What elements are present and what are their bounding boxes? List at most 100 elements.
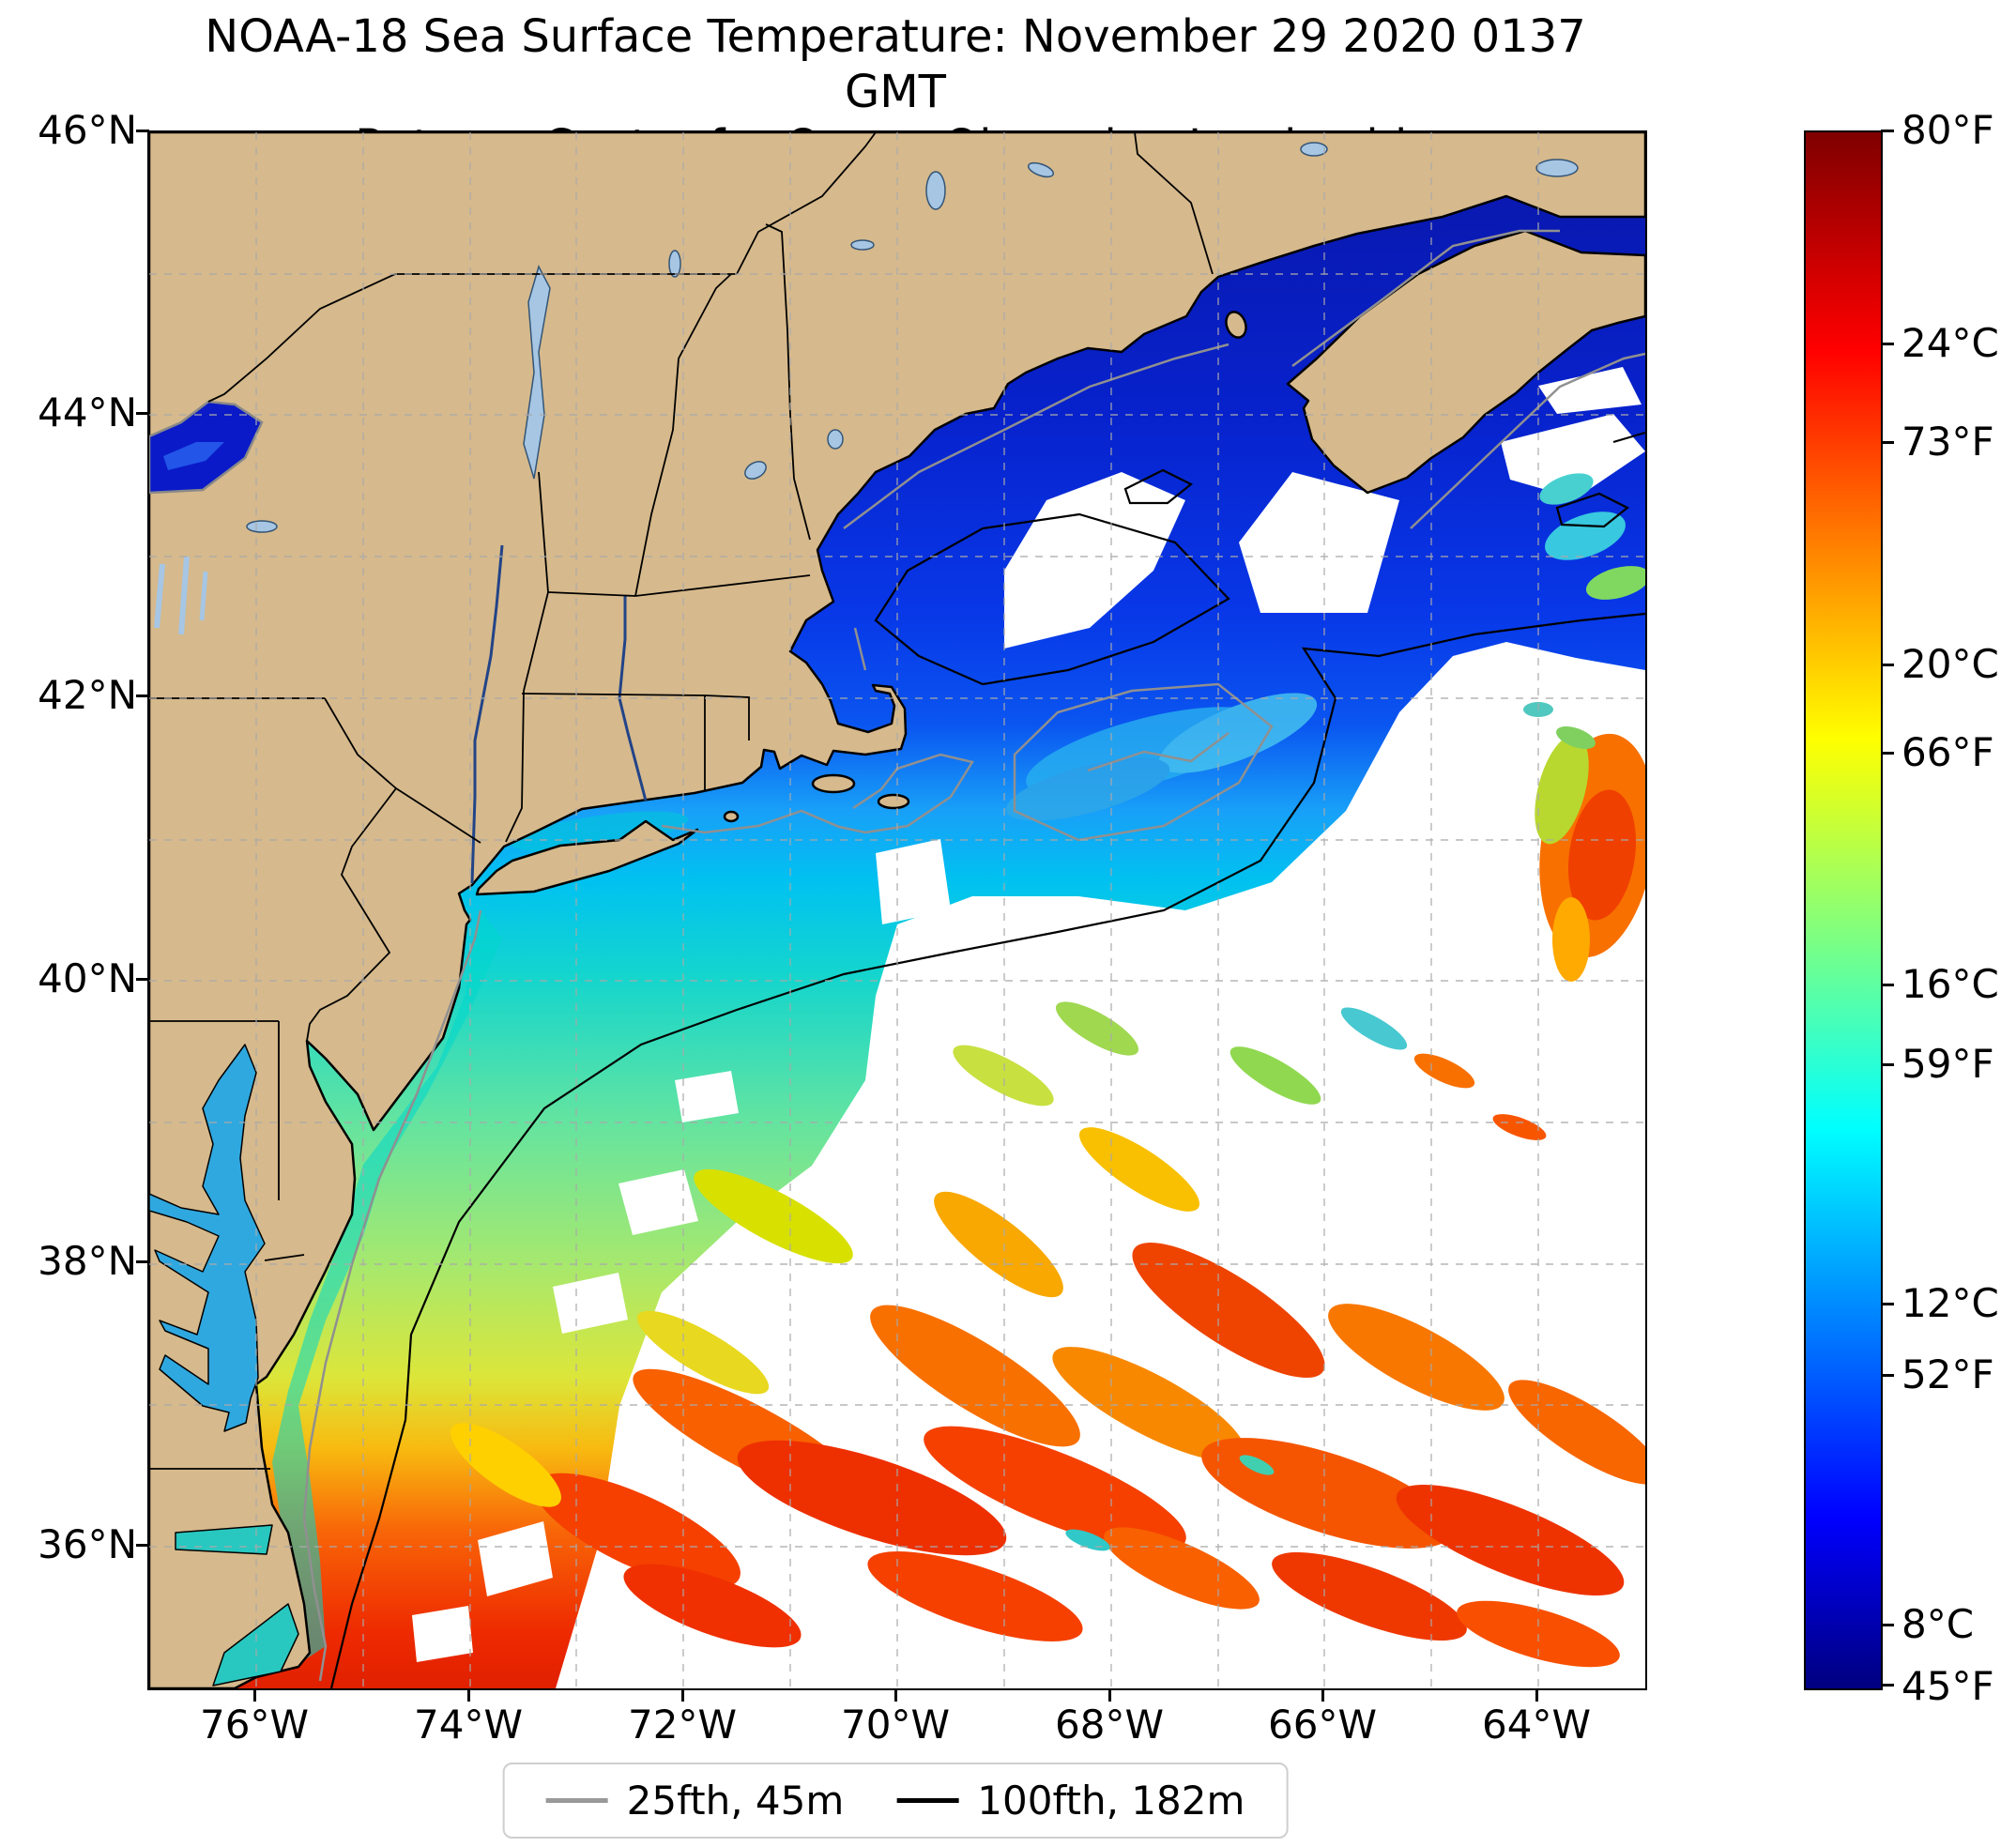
- rangeley-lakes: [850, 239, 875, 251]
- border-maine-nb: [1134, 132, 1214, 275]
- colorbar-tick-label: 80°F: [1901, 107, 1994, 153]
- legend-item-182m: 100fth, 182m: [896, 1778, 1245, 1824]
- colorbar-tick-mark: [1881, 664, 1894, 666]
- corner-lake: [1535, 159, 1579, 177]
- colorbar-tick-mark: [1881, 1063, 1894, 1066]
- lon-tick-label: 72°W: [628, 1702, 737, 1748]
- colorbar-tick-mark: [1881, 1374, 1894, 1377]
- lat-tick-mark: [136, 130, 149, 132]
- border-delaware-river: [306, 697, 398, 1042]
- border-quebec-maine: [736, 132, 877, 275]
- map-canvas: [147, 130, 1647, 1690]
- colorbar-tick-mark: [1881, 984, 1894, 986]
- lon-tick-label: 76°W: [200, 1702, 309, 1748]
- colorbar-tick-label: 8°C: [1901, 1601, 1975, 1647]
- colorbar-tick-mark: [1881, 1624, 1894, 1626]
- colorbar-tick-mark: [1881, 1684, 1894, 1687]
- border-ct-ma: [521, 693, 706, 696]
- legend-item-45m: 25fth, 45m: [545, 1778, 845, 1824]
- marthas-vineyard: [811, 773, 856, 794]
- pamlico-sound: [212, 1603, 299, 1687]
- lat-tick-mark: [136, 1260, 149, 1263]
- lat-tick-label: 36°N: [38, 1521, 137, 1567]
- lat-tick-mark: [136, 412, 149, 415]
- border-nh-me: [765, 223, 811, 541]
- lon-tick-label: 66°W: [1268, 1702, 1377, 1748]
- bathymetry-contour-45m: [302, 229, 1645, 1682]
- border-vt-nh: [634, 273, 732, 597]
- lat-tick-label: 40°N: [38, 955, 137, 1001]
- finger-lake-2: [178, 556, 190, 635]
- chamberlain-lake: [1027, 161, 1055, 178]
- legend: 25fth, 45m 100fth, 182m: [502, 1763, 1289, 1839]
- oneida-lake: [246, 520, 278, 533]
- colorbar-tick-mark: [1881, 343, 1894, 345]
- colorbar-tick-label: 12°C: [1901, 1280, 1999, 1326]
- state-borders: [149, 132, 1214, 1470]
- lat-tick-label: 46°N: [38, 107, 137, 153]
- long-island: [475, 819, 699, 896]
- lon-tick-label: 70°W: [841, 1702, 950, 1748]
- colorbar-tick-mark: [1881, 130, 1894, 132]
- border-ny-ct: [505, 690, 525, 843]
- estuary-water: [149, 1044, 299, 1687]
- lake-winnipesaukee: [744, 461, 767, 480]
- legend-label-182m: 100fth, 182m: [977, 1778, 1245, 1824]
- colorbar-tick-label: 73°F: [1901, 419, 1994, 465]
- mainland: [149, 132, 1645, 1688]
- lake-ontario-sst: [149, 400, 264, 495]
- legend-swatch-black-line: [896, 1798, 959, 1803]
- legend-label-45m: 25fth, 45m: [626, 1778, 845, 1824]
- chesapeake-bay: [149, 1044, 266, 1432]
- colorbar-tick-label: 16°C: [1901, 961, 1999, 1007]
- finger-lake-3: [199, 571, 208, 621]
- grand-lake-nb: [1300, 142, 1328, 157]
- lon-tick-mark: [1321, 1688, 1324, 1702]
- colorbar-tick-label: 59°F: [1901, 1041, 1994, 1087]
- border-ny-ma-vt: [523, 471, 549, 692]
- lakes-layer: [154, 142, 1579, 635]
- colorbar-tick-label: 52°F: [1901, 1351, 1994, 1397]
- lat-tick-label: 38°N: [38, 1238, 137, 1284]
- lat-tick-mark: [136, 978, 149, 981]
- block-island: [723, 810, 740, 823]
- lon-tick-label: 64°W: [1482, 1702, 1591, 1748]
- colorbar-tick-label: 66°F: [1901, 729, 1994, 775]
- colorbar-tick-label: 45°F: [1901, 1663, 1994, 1709]
- lon-tick-mark: [681, 1688, 684, 1702]
- colorbar-tick-mark: [1881, 752, 1894, 755]
- border-canada-west: [207, 273, 539, 403]
- nova-scotia: [1286, 229, 1645, 495]
- legend-swatch-gray-line: [545, 1798, 608, 1803]
- lon-tick-mark: [1535, 1688, 1538, 1702]
- finger-lake-1: [154, 563, 165, 629]
- colorbar-tick-mark: [1881, 441, 1894, 444]
- lake-memphremagog: [668, 250, 681, 278]
- colorbar-tick-label: 24°C: [1901, 320, 1999, 366]
- lake-champlain: [523, 264, 551, 480]
- moosehead-lake: [925, 171, 946, 210]
- lon-tick-mark: [253, 1688, 256, 1702]
- sst-map: [149, 132, 1645, 1688]
- border-ri-ma: [704, 695, 750, 740]
- colorbar-tick-mark: [1881, 1303, 1894, 1305]
- border-ny-nj: [395, 787, 481, 844]
- border-md-de: [149, 1020, 280, 1200]
- colorbar: [1804, 130, 1883, 1690]
- lat-tick-mark: [136, 695, 149, 697]
- land-layer: [149, 132, 1645, 1688]
- sebago-lake: [827, 429, 844, 450]
- colorbar-tick-label: 20°C: [1901, 641, 1999, 687]
- lon-tick-mark: [1108, 1688, 1111, 1702]
- lon-tick-mark: [467, 1688, 470, 1702]
- lon-tick-mark: [894, 1688, 897, 1702]
- lon-tick-label: 74°W: [414, 1702, 523, 1748]
- lat-tick-label: 42°N: [38, 672, 137, 718]
- border-va-md: [264, 1254, 305, 1261]
- lon-tick-label: 68°W: [1055, 1702, 1164, 1748]
- nantucket: [877, 793, 910, 810]
- lat-tick-mark: [136, 1544, 149, 1547]
- grand-manan: [1225, 311, 1247, 339]
- title-line-1: NOAA-18 Sea Surface Temperature: Novembe…: [205, 10, 1586, 118]
